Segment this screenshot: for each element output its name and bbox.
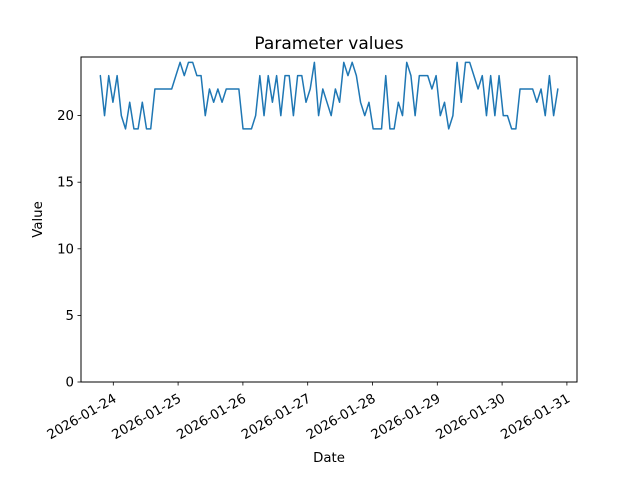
y-tick-label: 15: [57, 176, 74, 191]
x-axis-label: Date: [313, 451, 345, 466]
x-tick-label: 2026-01-30: [434, 391, 508, 443]
x-tick-label: 2026-01-29: [369, 391, 443, 443]
chart-title: Parameter values: [254, 34, 403, 54]
x-tick-label: 2026-01-28: [304, 391, 378, 443]
y-tick-label: 20: [57, 109, 74, 124]
y-tick-label: 10: [57, 242, 74, 257]
y-tick-label: 0: [66, 376, 74, 391]
y-tick-label: 5: [66, 309, 74, 324]
data-line-parameter: [99, 61, 559, 130]
x-tick-label: 2026-01-31: [498, 391, 572, 443]
x-tick-label: 2026-01-26: [174, 391, 248, 443]
y-axis-label: Value: [31, 201, 46, 238]
x-tick-label: 2026-01-25: [110, 391, 184, 443]
x-tick-label: 2026-01-24: [45, 391, 119, 443]
x-tick-label: 2026-01-27: [239, 391, 313, 443]
